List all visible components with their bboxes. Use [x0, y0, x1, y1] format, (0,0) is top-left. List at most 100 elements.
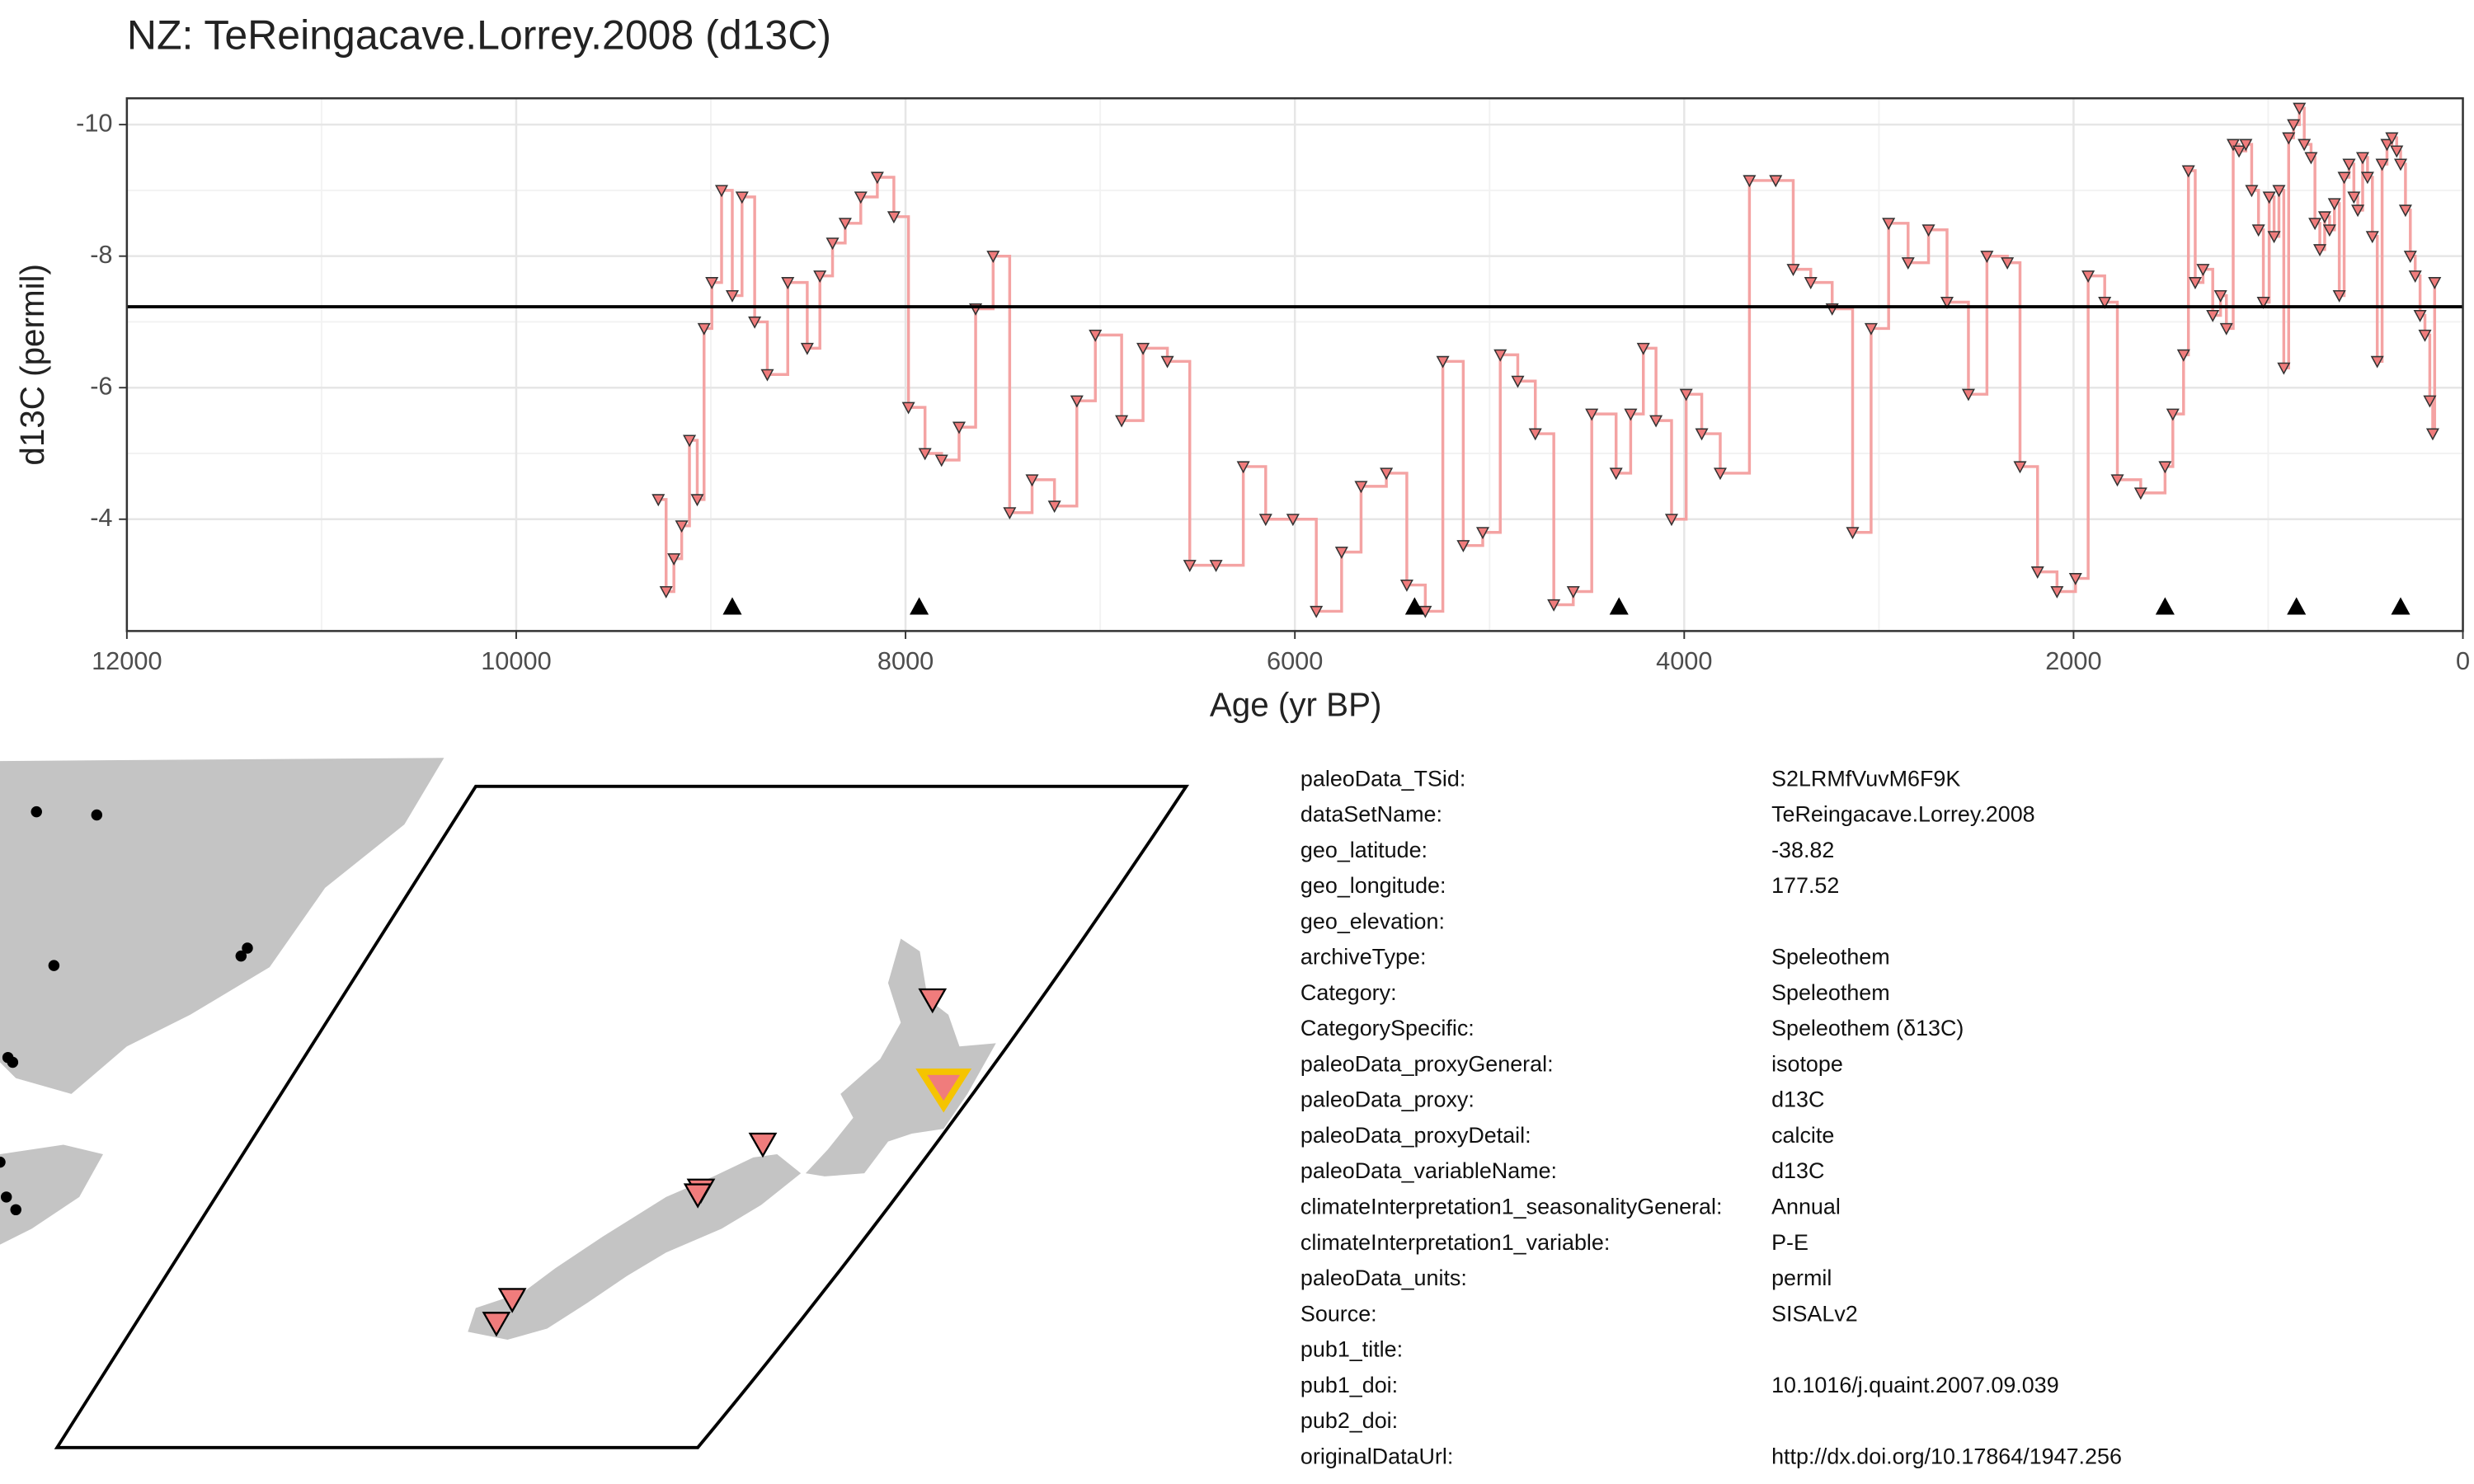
data-point — [2245, 185, 2259, 198]
data-point — [2081, 270, 2095, 283]
data-point — [1921, 224, 1935, 237]
metadata-table: paleoData_TSid: S2LRMfVuvM6F9K dataSetName… — [1300, 766, 2122, 1468]
data-point — [1528, 428, 1542, 441]
data-line — [658, 106, 2437, 613]
field-value: permil — [1771, 1266, 1832, 1290]
chart-title: NZ: TeReingacave.Lorrey.2008 (d13C) — [127, 12, 831, 58]
data-point — [1609, 467, 1623, 481]
data-point — [1679, 388, 1693, 402]
data-point — [887, 211, 901, 224]
field-value: 177.52 — [1771, 873, 1839, 898]
data-point — [760, 369, 774, 382]
site-dots — [0, 805, 253, 1216]
data-point — [1334, 547, 1348, 560]
data-point — [683, 434, 697, 448]
map — [0, 758, 1190, 1449]
data-point — [986, 251, 1000, 264]
data-point — [781, 277, 795, 289]
data-point — [1286, 514, 1300, 527]
field-name: paleoData_variableName: — [1300, 1158, 1557, 1183]
data-point — [2219, 322, 2233, 336]
data-point — [1882, 218, 1896, 231]
data-point — [1436, 355, 1450, 369]
hiatus-marker — [910, 597, 929, 615]
data-point — [2342, 158, 2356, 171]
y-tick-label: -6 — [90, 371, 112, 400]
data-point — [667, 553, 681, 566]
field-name: pub2_doi: — [1300, 1408, 1398, 1433]
x-tick-label: 8000 — [877, 646, 934, 675]
data-point — [2272, 185, 2286, 198]
field-value: Speleothem — [1771, 980, 1890, 1005]
hiatus-marker — [1404, 597, 1424, 615]
data-point — [1399, 580, 1413, 592]
land-north-island — [805, 938, 996, 1176]
data-point — [2380, 139, 2394, 152]
data-point — [2181, 165, 2195, 178]
data-point — [1115, 415, 1129, 428]
data-point — [1136, 342, 1150, 355]
data-point — [1713, 467, 1727, 481]
data-point — [1258, 514, 1272, 527]
data-point — [2013, 461, 2027, 474]
data-point — [2351, 204, 2365, 218]
data-point — [675, 520, 689, 533]
data-point — [735, 191, 749, 204]
x-tick-label: 4000 — [1656, 646, 1712, 675]
field-value: P-E — [1771, 1230, 1808, 1255]
data-point — [2050, 585, 2064, 599]
data-point — [2375, 158, 2389, 171]
data-point — [1980, 251, 1994, 264]
field-value: d13C — [1771, 1087, 1824, 1112]
data-point — [2068, 573, 2082, 585]
field-name: originalDataUrl: — [1300, 1444, 1453, 1468]
y-tick-label: -10 — [76, 108, 112, 137]
data-point — [2413, 309, 2427, 322]
data-point — [2304, 152, 2318, 165]
data-point — [1183, 560, 1197, 572]
data-point — [2001, 257, 2015, 270]
field-value: SISALv2 — [1771, 1301, 1858, 1326]
x-axis-label: Age (yr BP) — [1210, 685, 1382, 723]
data-point — [714, 185, 729, 198]
data-point — [1864, 322, 1878, 336]
field-value: isotope — [1771, 1051, 1843, 1076]
field-name: geo_longitude: — [1300, 873, 1446, 898]
y-tick-label: -8 — [90, 240, 112, 269]
data-point — [870, 171, 884, 185]
data-point — [2293, 102, 2307, 115]
x-tick-label: 2000 — [2045, 646, 2101, 675]
data-point — [934, 454, 948, 467]
data-point — [2390, 145, 2404, 158]
data-point — [1380, 467, 1394, 481]
data-point — [2267, 231, 2281, 244]
field-name: climateInterpretation1_seasonalityGenera… — [1300, 1194, 1723, 1219]
data-point — [918, 448, 932, 461]
hiatus-marker — [2391, 597, 2411, 615]
data-point — [2408, 270, 2422, 283]
data-point — [705, 277, 719, 289]
field-value: Speleothem (δ13C) — [1771, 1016, 1964, 1040]
site-triangles — [482, 988, 948, 1337]
data-point — [1475, 527, 1490, 540]
land-south-island — [468, 1154, 802, 1340]
data-point — [2398, 204, 2412, 218]
field-value: Annual — [1771, 1194, 1841, 1219]
land-australia — [0, 758, 444, 1094]
data-point — [2332, 290, 2346, 303]
data-point — [1236, 461, 1250, 474]
data-point — [697, 322, 711, 336]
data-point — [1940, 296, 1954, 309]
data-point — [651, 494, 666, 507]
data-point — [952, 421, 967, 434]
data-point — [2098, 296, 2112, 309]
data-point — [2256, 296, 2270, 309]
data-point — [1804, 277, 1818, 289]
data-point — [1003, 507, 1017, 520]
plot-border — [125, 96, 2464, 632]
data-point — [800, 342, 814, 355]
data-point — [2365, 231, 2379, 244]
hiatus-marker — [2155, 597, 2175, 615]
data-point — [2277, 362, 2291, 375]
